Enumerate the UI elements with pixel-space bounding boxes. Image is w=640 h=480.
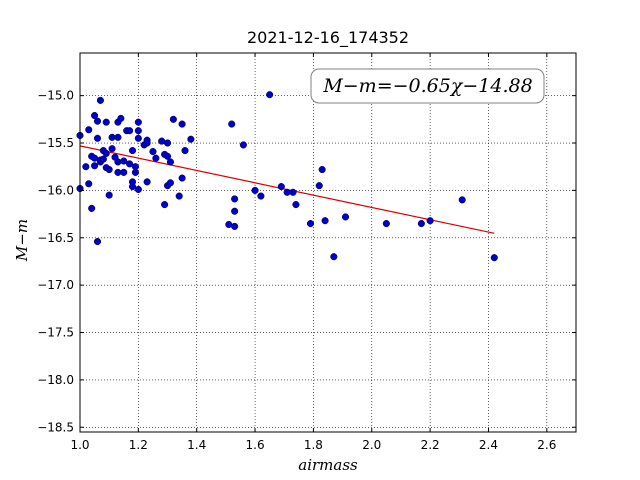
- axis-ticks: 1.0 1.2 1.4 1.6 1.8 2.0 2.2 2.4 2.6 −15.0 −15.5 −16…: [37, 53, 576, 452]
- y-tick-label: −18.0: [37, 373, 74, 387]
- y-axis-label: M−m: [13, 219, 31, 262]
- data-point: [108, 145, 116, 153]
- data-point: [128, 147, 137, 155]
- data-point: [251, 186, 259, 194]
- data-point: [187, 135, 195, 143]
- data-point: [178, 120, 186, 128]
- data-point: [458, 196, 466, 204]
- data-point: [85, 126, 93, 134]
- x-tick-label: 1.8: [304, 438, 323, 452]
- data-point: [163, 139, 172, 147]
- data-point: [152, 154, 160, 162]
- data-point: [131, 168, 139, 176]
- data-point: [231, 222, 239, 230]
- data-point: [114, 133, 122, 141]
- data-point: [417, 220, 425, 228]
- data-point: [143, 136, 151, 144]
- data-point: [277, 183, 285, 191]
- data-point: [239, 141, 247, 149]
- annotation-box: [310, 68, 545, 104]
- data-point: [96, 96, 104, 104]
- data-point: [105, 165, 113, 174]
- data-point: [169, 115, 177, 123]
- y-tick-label: −17.5: [37, 326, 74, 340]
- data-point: [289, 188, 297, 196]
- data-point: [102, 149, 110, 157]
- y-tick-label: −17.0: [37, 278, 74, 292]
- chart-title: 2021-12-16_174352: [247, 28, 409, 48]
- data-point: [341, 213, 350, 221]
- y-tick-label: −15.5: [37, 136, 74, 150]
- data-point: [134, 127, 142, 135]
- x-tick-label: 2.2: [421, 438, 440, 452]
- data-point: [426, 217, 434, 225]
- data-point: [91, 111, 99, 120]
- data-point: [120, 168, 128, 176]
- data-point: [93, 238, 102, 246]
- data-point: [161, 201, 169, 209]
- x-tick-label: 1.6: [246, 438, 265, 452]
- data-point: [128, 183, 137, 191]
- data-point: [126, 160, 134, 168]
- plot-frame: [79, 52, 577, 433]
- data-point: [105, 191, 113, 199]
- data-point: [228, 120, 236, 128]
- data-point: [166, 179, 174, 187]
- y-tick-label: −16.0: [37, 183, 74, 197]
- data-point: [382, 220, 390, 228]
- data-point: [134, 185, 142, 193]
- data-point: [114, 158, 122, 166]
- data-point: [99, 155, 107, 163]
- data-point: [181, 147, 189, 155]
- y-tick-label: −15.0: [37, 89, 74, 103]
- data-point: [163, 152, 172, 160]
- data-point: [257, 192, 265, 200]
- data-point: [93, 117, 102, 125]
- y-tick-label: −18.5: [37, 420, 74, 434]
- data-point: [149, 147, 157, 156]
- data-point: [134, 118, 142, 126]
- data-point: [134, 134, 142, 142]
- data-point: [143, 178, 151, 186]
- data-point: [490, 254, 498, 262]
- data-point: [330, 253, 338, 261]
- data-point: [126, 127, 134, 135]
- data-point: [178, 174, 186, 182]
- fit-equation-box: M−m=−0.65χ−14.88: [310, 68, 545, 104]
- data-point: [93, 134, 102, 142]
- data-point: [266, 91, 274, 99]
- x-tick-label: 1.2: [129, 438, 148, 452]
- data-points: [76, 91, 498, 262]
- x-tick-label: 2.0: [362, 438, 381, 452]
- x-tick-label: 2.6: [537, 438, 556, 452]
- data-point: [120, 157, 128, 165]
- data-point: [166, 158, 174, 166]
- data-point: [102, 118, 110, 126]
- data-point: [231, 195, 239, 203]
- data-point: [82, 163, 90, 171]
- data-point: [315, 182, 323, 190]
- x-tick-label: 1.4: [187, 438, 206, 452]
- x-axis-label: airmass: [298, 456, 358, 474]
- x-tick-label: 1.0: [70, 438, 89, 452]
- data-point: [117, 114, 125, 122]
- data-point: [85, 180, 93, 188]
- fit-equation: M−m=−0.65χ−14.88: [322, 75, 532, 97]
- x-tick-label: 2.4: [479, 438, 498, 452]
- data-point: [321, 217, 329, 225]
- y-tick-label: −16.5: [37, 231, 74, 245]
- data-point: [231, 207, 239, 215]
- data-point: [91, 162, 99, 170]
- data-point: [88, 204, 96, 212]
- data-point: [306, 220, 315, 228]
- data-point: [318, 165, 326, 174]
- data-point: [292, 201, 300, 209]
- data-point: [175, 192, 183, 200]
